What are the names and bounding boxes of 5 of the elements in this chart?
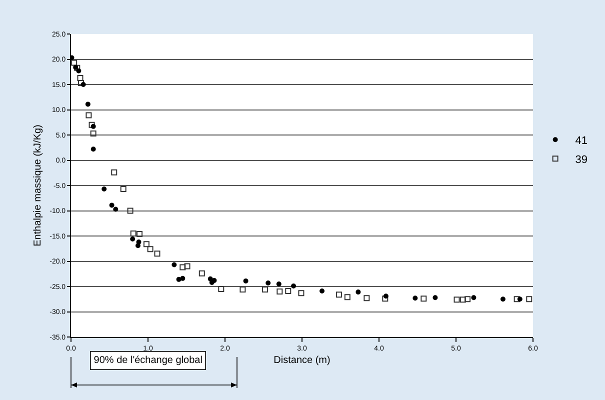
text: 90% de l'échange global <box>94 354 202 366</box>
y-axis-title: Enthalpie massique (kJ/Kg) <box>32 124 44 246</box>
legend-label: 39 <box>575 154 588 166</box>
x-axis-title: Distance (m) <box>274 354 330 366</box>
legend-label: 41 <box>575 134 588 147</box>
